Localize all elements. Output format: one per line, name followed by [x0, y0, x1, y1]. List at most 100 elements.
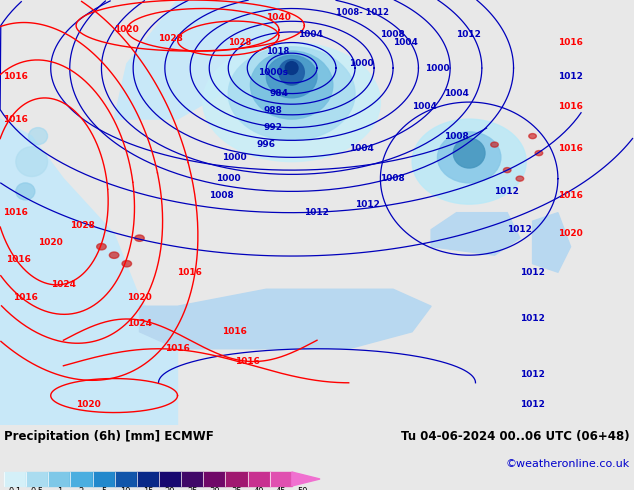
Text: 1008- 1012: 1008- 1012	[336, 8, 389, 17]
Text: Precipitation (6h) [mm] ECMWF: Precipitation (6h) [mm] ECMWF	[4, 431, 214, 443]
Text: 1016: 1016	[558, 191, 583, 200]
Text: ©weatheronline.co.uk: ©weatheronline.co.uk	[506, 459, 630, 469]
Bar	[247, 472, 269, 486]
Ellipse shape	[491, 142, 498, 147]
Ellipse shape	[16, 147, 48, 176]
Text: 1028: 1028	[70, 221, 94, 230]
Text: 35: 35	[231, 487, 242, 490]
Ellipse shape	[503, 168, 511, 172]
Text: 1012: 1012	[520, 315, 545, 323]
Text: 1016: 1016	[558, 38, 583, 47]
Ellipse shape	[110, 252, 119, 258]
Text: 1028: 1028	[228, 38, 252, 47]
Text: 25: 25	[187, 487, 197, 490]
Text: 1028: 1028	[158, 34, 183, 43]
Bar	[70, 472, 93, 486]
Text: 1016: 1016	[3, 72, 28, 81]
Text: 1012: 1012	[304, 208, 329, 217]
Text: 50: 50	[298, 487, 308, 490]
Polygon shape	[114, 0, 279, 119]
Text: 1020: 1020	[114, 25, 139, 34]
Ellipse shape	[134, 235, 144, 242]
Text: 1024: 1024	[127, 318, 152, 328]
Text: 1012: 1012	[520, 370, 545, 379]
Text: 1016: 1016	[165, 344, 190, 353]
Text: 30: 30	[209, 487, 219, 490]
Text: 1: 1	[56, 487, 62, 490]
Text: 1016: 1016	[558, 102, 583, 111]
Polygon shape	[0, 119, 178, 425]
Ellipse shape	[16, 183, 35, 200]
Ellipse shape	[250, 51, 333, 119]
Text: 40: 40	[254, 487, 264, 490]
Text: 1020: 1020	[76, 399, 101, 409]
Text: 1004: 1004	[412, 102, 437, 111]
Text: 988: 988	[263, 106, 282, 115]
Ellipse shape	[529, 134, 536, 139]
Text: 1016: 1016	[222, 327, 247, 336]
Text: Tu 04-06-2024 00..06 UTC (06+48): Tu 04-06-2024 00..06 UTC (06+48)	[401, 431, 630, 443]
Bar	[269, 472, 292, 486]
Ellipse shape	[266, 55, 317, 98]
Bar	[181, 472, 204, 486]
Polygon shape	[533, 213, 571, 272]
Bar	[4, 472, 26, 486]
Ellipse shape	[29, 127, 48, 145]
Text: 984: 984	[269, 89, 288, 98]
Ellipse shape	[228, 47, 355, 140]
Bar	[137, 472, 159, 486]
Text: 1008: 1008	[444, 132, 469, 141]
Text: 1016: 1016	[13, 293, 37, 302]
Text: 1016: 1016	[558, 145, 583, 153]
Polygon shape	[431, 213, 520, 255]
Bar	[226, 472, 247, 486]
Text: 1004: 1004	[349, 145, 373, 153]
Text: 992: 992	[263, 123, 282, 132]
Text: 1012: 1012	[520, 268, 545, 277]
Polygon shape	[139, 289, 431, 349]
Ellipse shape	[516, 176, 524, 181]
Text: 1000: 1000	[222, 153, 247, 162]
Bar	[93, 472, 115, 486]
Text: 1020: 1020	[38, 238, 63, 247]
Bar	[115, 472, 137, 486]
Text: 0.1: 0.1	[8, 487, 22, 490]
Text: 1016: 1016	[6, 255, 31, 264]
Text: 1004: 1004	[444, 89, 469, 98]
Text: 1008: 1008	[380, 174, 405, 183]
Ellipse shape	[279, 60, 304, 85]
Polygon shape	[222, 43, 330, 119]
Text: 1000s: 1000s	[257, 68, 288, 77]
Ellipse shape	[535, 150, 543, 156]
Ellipse shape	[96, 244, 106, 250]
Text: 1000: 1000	[216, 174, 240, 183]
Ellipse shape	[203, 43, 380, 162]
Text: 1012: 1012	[507, 225, 532, 234]
Text: 20: 20	[165, 487, 176, 490]
Text: 1012: 1012	[355, 199, 380, 209]
Text: 1016: 1016	[3, 208, 28, 217]
Text: 1012: 1012	[495, 187, 519, 196]
Text: 1012: 1012	[520, 399, 545, 409]
Ellipse shape	[412, 119, 526, 204]
Text: 2: 2	[79, 487, 84, 490]
Ellipse shape	[122, 261, 132, 267]
Text: 1024: 1024	[51, 280, 75, 290]
Text: 5: 5	[101, 487, 107, 490]
Bar	[159, 472, 181, 486]
Text: 1020: 1020	[558, 229, 583, 239]
Text: 996: 996	[257, 140, 276, 149]
Ellipse shape	[285, 62, 298, 74]
Ellipse shape	[453, 138, 485, 168]
Text: 1018: 1018	[266, 47, 290, 55]
Bar	[26, 472, 48, 486]
Text: 1040: 1040	[266, 13, 291, 22]
Text: 45: 45	[276, 487, 286, 490]
Text: 1000: 1000	[349, 59, 373, 68]
Bar	[48, 472, 70, 486]
Polygon shape	[292, 472, 320, 486]
Text: 0.5: 0.5	[30, 487, 44, 490]
Ellipse shape	[437, 132, 501, 183]
Text: 15: 15	[143, 487, 153, 490]
Text: 1016: 1016	[235, 357, 259, 366]
